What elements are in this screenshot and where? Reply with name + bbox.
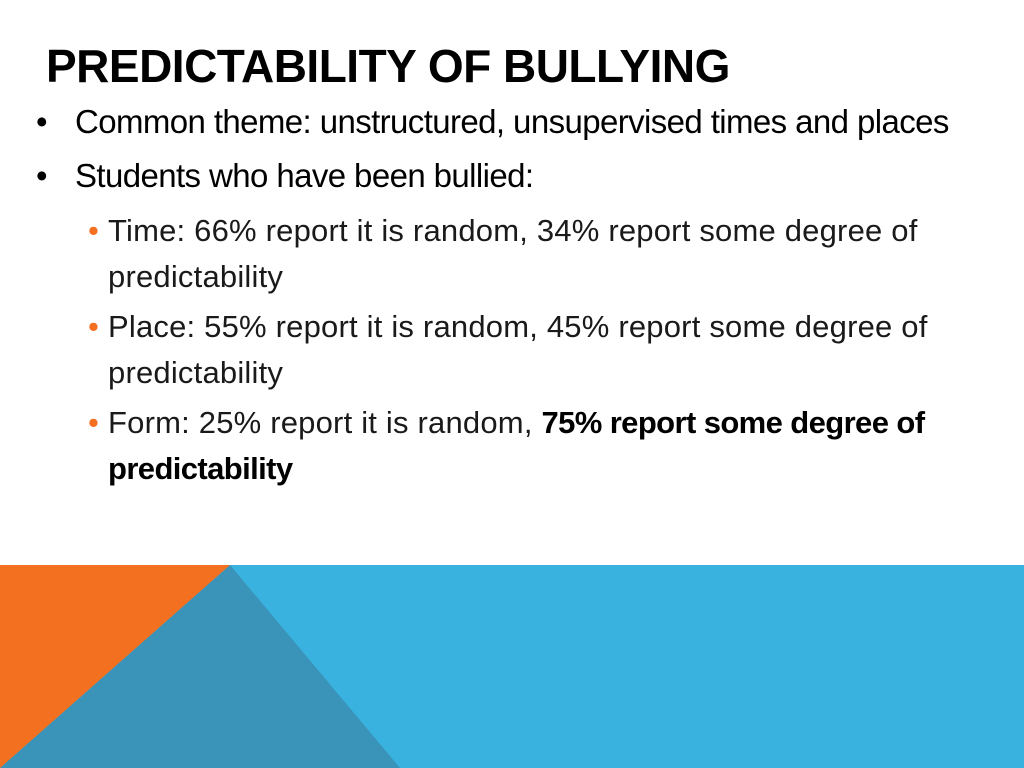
slide-title: PREDICTABILITY OF BULLYING (46, 40, 730, 92)
sub-bullet-bold-text: 75% report some degree of predictability (108, 405, 925, 486)
sub-bullet-place: • Place: 55% report it is random, 45% re… (0, 304, 1024, 396)
decorative-band (0, 565, 1024, 768)
sub-bullet-marker: • (88, 309, 100, 344)
bullet-text: Students who have been bullied: (75, 157, 534, 194)
bullet-marker: • (36, 157, 48, 194)
bullet-students-bullied: • Students who have been bullied: (0, 154, 1024, 198)
band-dark-blue-triangle (0, 565, 400, 768)
bullet-marker: • (36, 103, 48, 140)
sub-bullet-time: • Time: 66% report it is random, 34% rep… (0, 208, 1024, 300)
slide-content: • Common theme: unstructured, unsupervis… (0, 100, 1024, 496)
sub-bullet-marker: • (88, 405, 100, 440)
sub-bullet-text: Place: 55% report it is random, 45% repo… (108, 309, 928, 390)
sub-bullet-text: Form: 25% report it is random, (108, 405, 542, 440)
band-orange-triangle (0, 565, 230, 768)
sub-bullet-marker: • (88, 213, 100, 248)
bullet-common-theme: • Common theme: unstructured, unsupervis… (0, 100, 1024, 144)
sub-bullet-text: Time: 66% report it is random, 34% repor… (108, 213, 918, 294)
sub-bullet-form: • Form: 25% report it is random, 75% rep… (0, 400, 1024, 492)
bullet-text: Common theme: unstructured, unsupervised… (75, 103, 949, 140)
